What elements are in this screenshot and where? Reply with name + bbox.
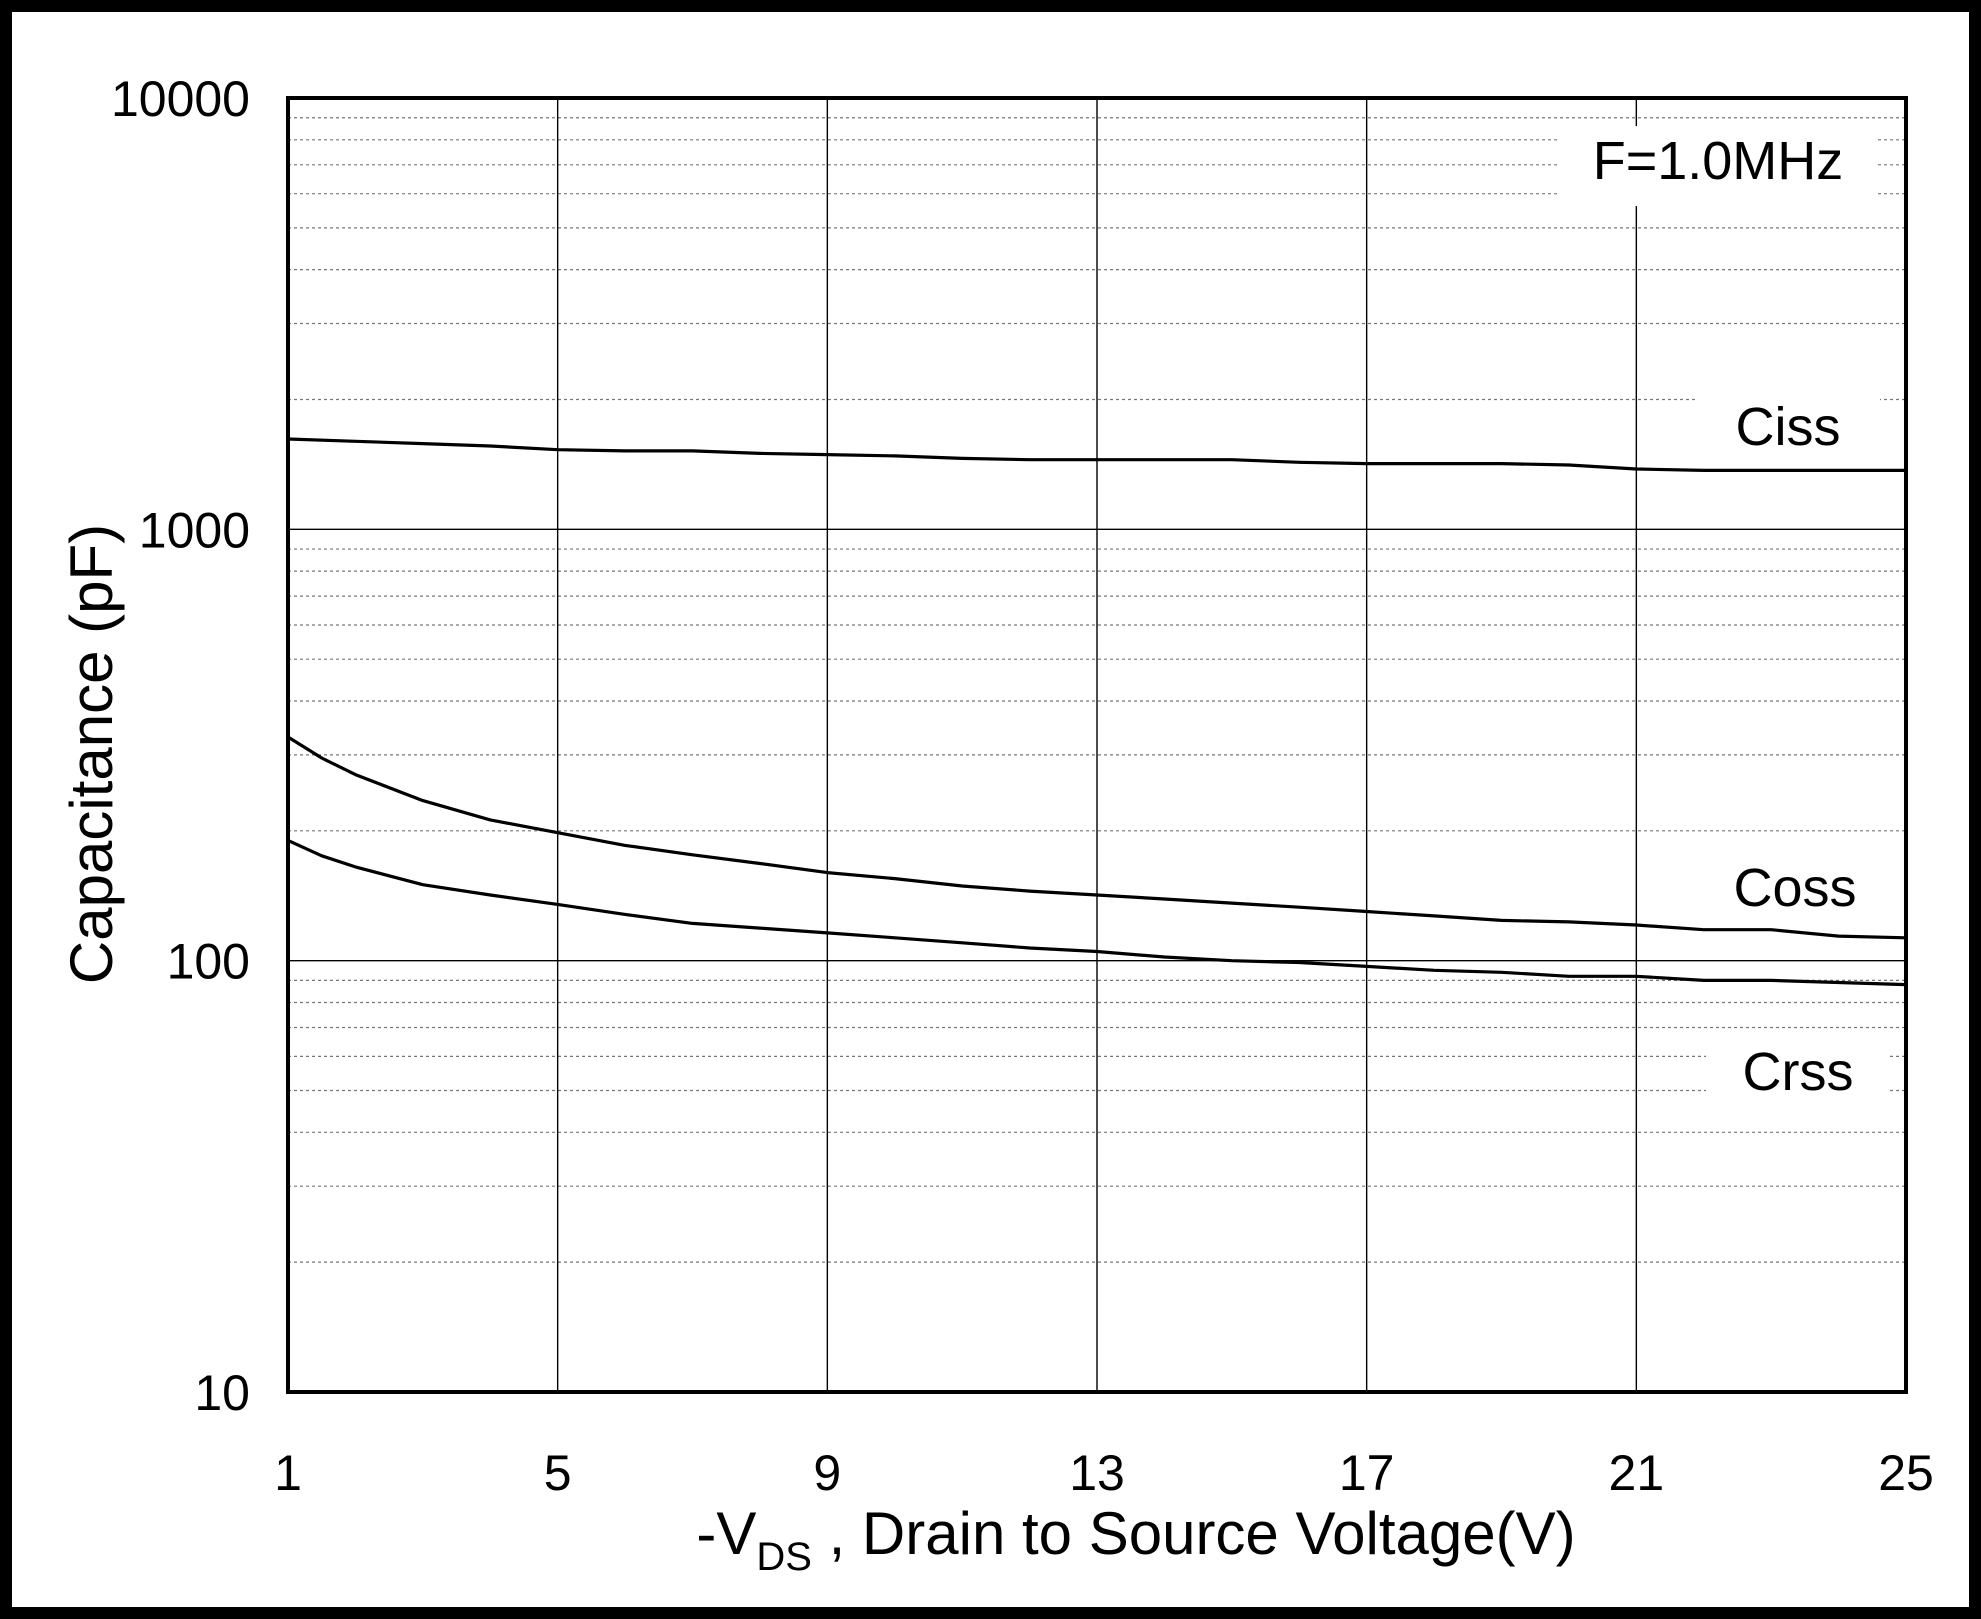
- y-tick-label: 10000: [111, 71, 250, 127]
- x-tick-label: 5: [544, 1445, 572, 1501]
- series-lines: [287, 437, 1907, 987]
- y-axis-label: Capacitance (pF): [58, 524, 125, 984]
- x-tick-label: 25: [1878, 1445, 1934, 1501]
- x-tick-labels: 1 5 9 13 17 21 25: [274, 1445, 1934, 1501]
- y-tick-labels: 10 100 1000 10000: [111, 71, 250, 1421]
- y-tick-label: 1000: [139, 502, 250, 558]
- coss-series-line: [287, 735, 1907, 940]
- y-tick-label: 100: [167, 934, 250, 990]
- frequency-annotation: F=1.0MHz: [1593, 131, 1844, 191]
- crss-series-line: [287, 838, 1907, 987]
- x-axis-label-suffix: , Drain to Source Voltage(V): [812, 1500, 1576, 1567]
- x-tick-label: 17: [1339, 1445, 1395, 1501]
- ciss-label-background: [1696, 391, 1880, 465]
- capacitance-chart: F=1.0MHz Ciss Coss Crss 1 5 9 13 17 21 25 1010…: [58, 71, 1934, 1579]
- plot-area: [286, 96, 1908, 1394]
- ciss-series-line: [287, 437, 1906, 472]
- coss-label-background: [1703, 852, 1887, 926]
- x-tick-label: 13: [1069, 1445, 1125, 1501]
- ciss-series-label: Ciss: [1736, 397, 1841, 457]
- annotation-background: [1560, 126, 1878, 206]
- crss-series-label: Crss: [1743, 1042, 1854, 1102]
- y-tick-label: 10: [194, 1365, 250, 1421]
- x-axis-label-subscript: DS: [756, 1535, 812, 1579]
- major-gridlines: [287, 97, 1907, 1393]
- chart-frame: F=1.0MHz Ciss Coss Crss 1 5 9 13 17 21 25 10 10…: [12, 12, 1969, 1607]
- x-tick-label: 1: [274, 1445, 302, 1501]
- crss-label-background: [1706, 1036, 1890, 1110]
- x-tick-label: 9: [813, 1445, 841, 1501]
- x-tick-label: 21: [1609, 1445, 1665, 1501]
- x-axis-label-prefix: -V: [696, 1500, 756, 1567]
- coss-series-label: Coss: [1733, 858, 1856, 918]
- x-axis-label: -VDS , Drain to Source Voltage(V): [696, 1500, 1575, 1579]
